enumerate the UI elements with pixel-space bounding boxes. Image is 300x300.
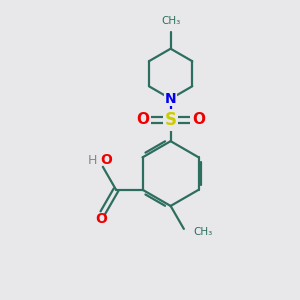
Text: CH₃: CH₃ [193, 227, 212, 237]
Text: O: O [100, 153, 112, 167]
Text: H: H [88, 154, 97, 167]
Text: S: S [165, 111, 177, 129]
Text: O: O [136, 112, 149, 128]
Text: O: O [95, 212, 107, 226]
Text: O: O [192, 112, 205, 128]
Text: N: N [165, 92, 176, 106]
Text: CH₃: CH₃ [161, 16, 180, 26]
